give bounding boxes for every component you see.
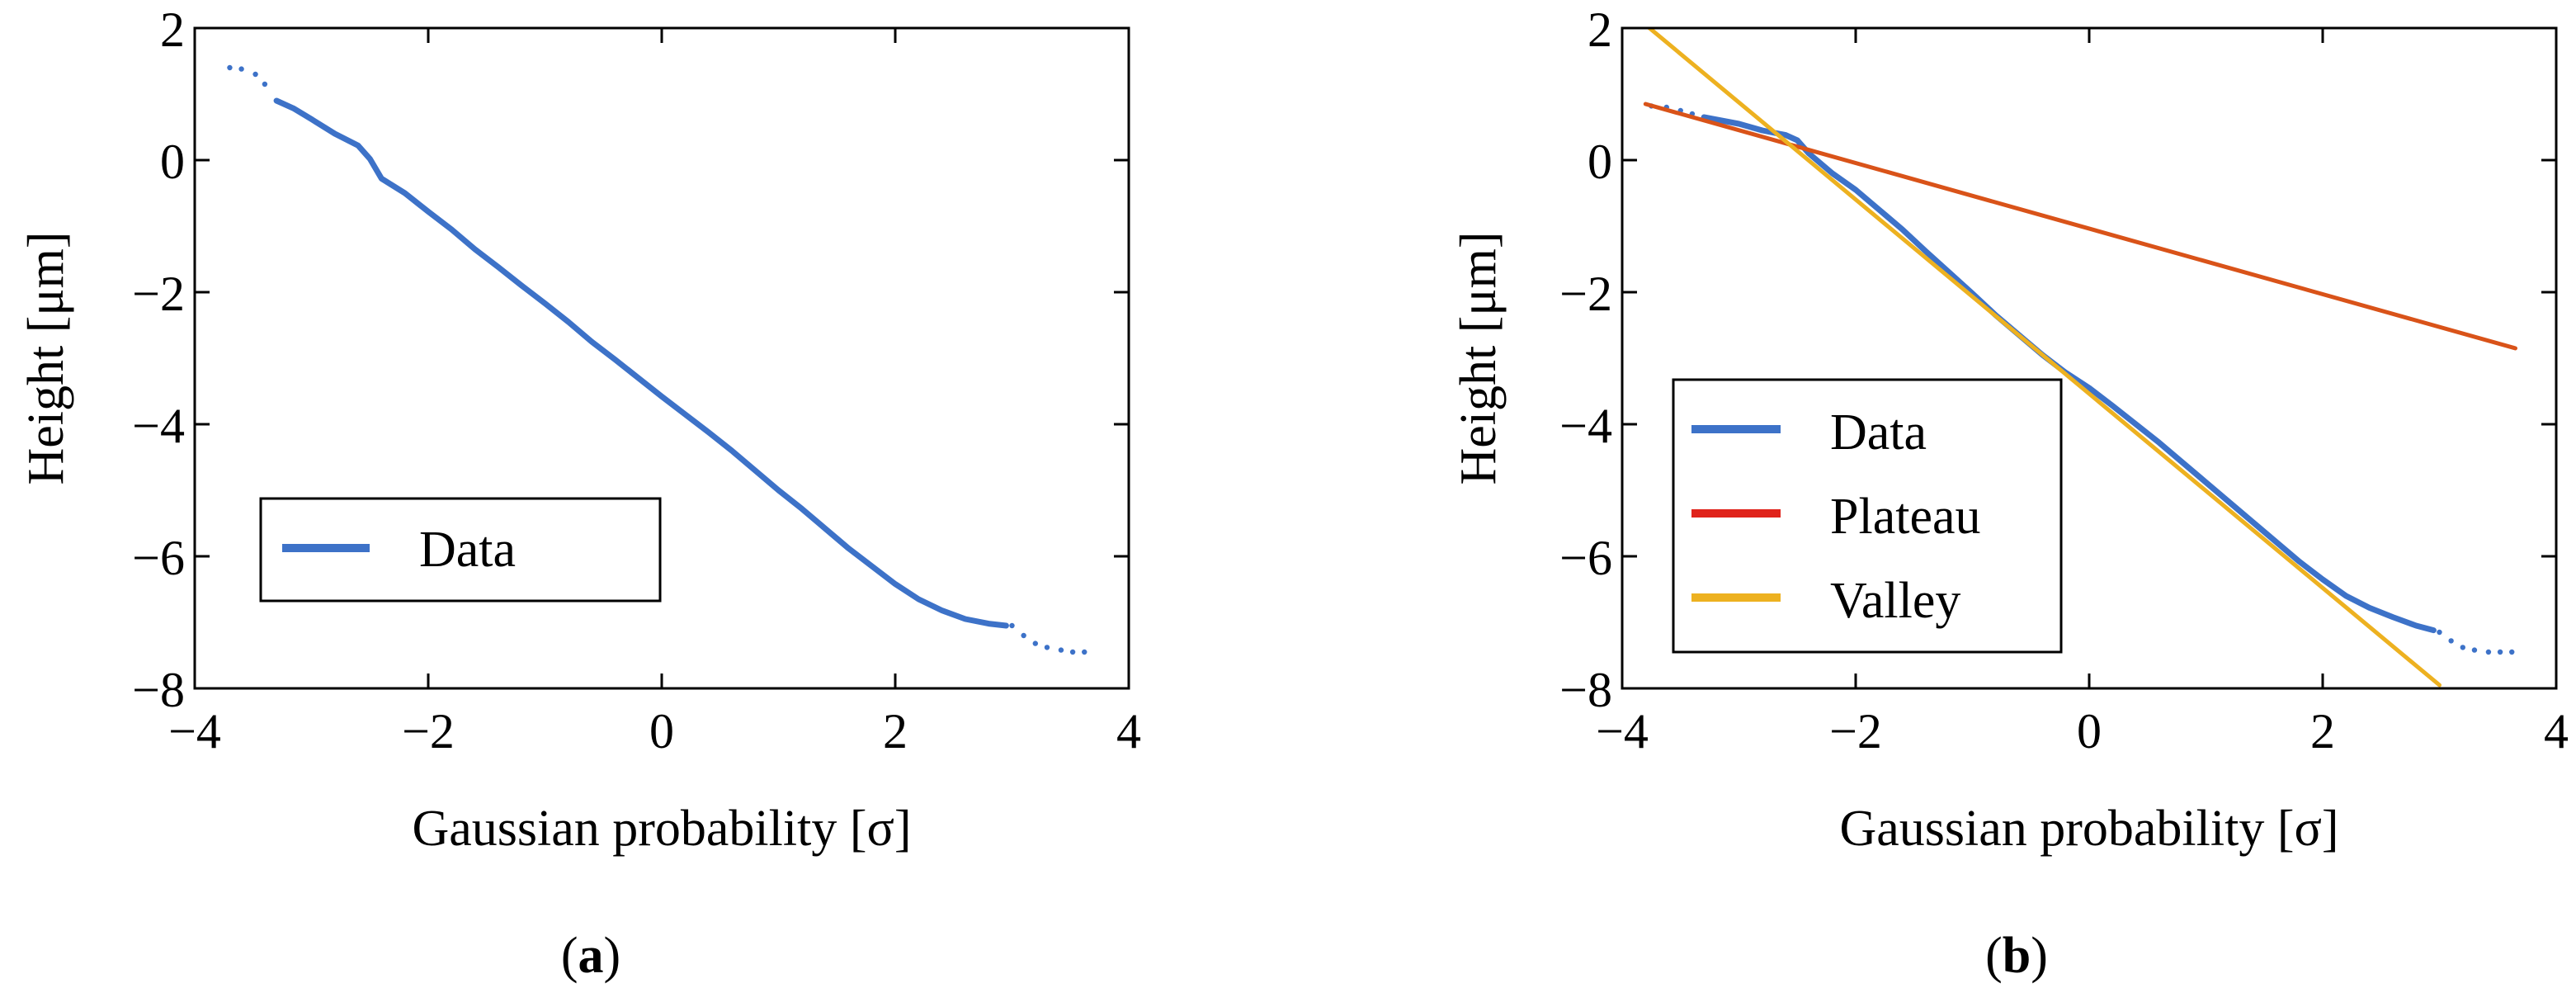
y-tick-label: −2 [132,267,185,321]
x-tick-label: 2 [883,704,908,759]
legend-label-data: Data [1830,404,1927,461]
legend-label-data: Data [419,522,516,578]
x-tick-label: −4 [168,704,221,759]
x-tick-label: 0 [2077,704,2102,759]
x-axis-label: Gaussian probability [σ] [412,801,911,857]
data-point-data [2509,649,2515,655]
data-point-data [1044,645,1050,650]
y-tick-label: 2 [160,2,185,57]
data-point-data [1032,640,1039,646]
y-tick-label: 0 [1588,135,1612,189]
legend-box [259,497,662,603]
data-point-data [1069,649,1076,655]
series-line-data [273,97,1009,629]
data-point-data [2437,629,2442,636]
y-tick-label: −6 [132,531,185,585]
data-point-data [1021,632,1026,639]
x-tick-label: 4 [1116,704,1141,759]
data-point-data [2448,638,2454,644]
data-point-data [2497,649,2503,655]
data-point-data [2471,647,2478,653]
panel-letter-a: a [578,928,604,984]
x-tick-label: 2 [2310,704,2335,759]
y-axis-label: Height [μm] [1451,231,1507,484]
data-point-data [2485,649,2492,655]
panel-letter-b: b [2003,928,2031,984]
panel-b: −4 −2 0 2 4 2 0 −2 −4 −6 −8 Gaussian probability [… [1451,2,2569,984]
panel-label-a: (a) [561,928,620,984]
y-tick-label: 2 [1588,2,1612,57]
data-point-data [1082,649,1087,655]
y-tick-label: −8 [132,663,185,717]
data-point-data [238,66,244,72]
panel-label-b: (b) [1985,928,2048,984]
y-tick-label: −6 [1559,531,1612,585]
data-point-data [1058,647,1064,653]
x-tick-label: −2 [1829,704,1882,759]
x-tick-label: 0 [649,704,674,759]
y-axis-label: Height [μm] [18,231,74,484]
panel-a: −4 −2 0 2 4 2 0 −2 −4 −6 −8 Gaussian probability [… [18,2,1141,984]
legend-label-plateau: Plateau [1830,489,1981,545]
y-tick-label: −4 [1559,399,1612,453]
data-point-data [227,64,233,71]
y-tick-label: −8 [1559,663,1612,717]
series-line-plateau [1643,102,2517,351]
legend: Data Plateau Valley [1672,378,2063,654]
data-point-data [2460,645,2465,650]
x-tick-label: 4 [2544,704,2569,759]
x-tick-label: −4 [1596,704,1649,759]
data-point-data [1009,622,1015,629]
data-point-data [252,71,258,78]
x-tick-label: −2 [402,704,455,759]
data-point-data [262,81,268,87]
y-tick-label: −2 [1559,267,1612,321]
x-axis-label: Gaussian probability [σ] [1839,801,2338,857]
legend-label-valley: Valley [1830,573,1960,629]
y-tick-label: 0 [160,135,185,189]
y-tick-label: −4 [132,399,185,453]
series-line-valley [1646,28,2442,688]
legend: Data [259,497,662,603]
